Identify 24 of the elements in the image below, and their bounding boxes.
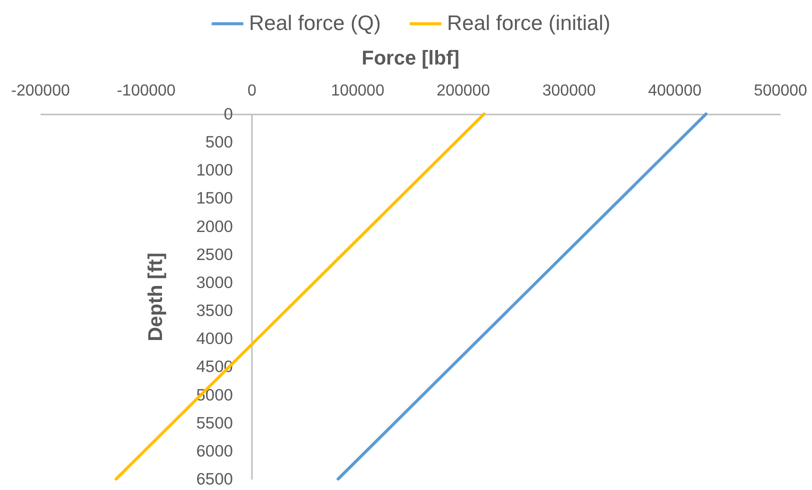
y-tick-label: 2000 [196,218,233,236]
y-tick-label: 3000 [196,274,233,292]
x-tick-label: -200000 [11,82,70,100]
y-tick-label: 1000 [196,162,233,180]
y-tick-label: 500 [205,134,233,152]
legend-label: Real force (Q) [249,12,381,35]
x-tick-label: 500000 [754,82,808,100]
y-tick-label: 6500 [196,470,233,488]
y-tick-label: 0 [224,106,233,124]
x-tick-label: 100000 [330,82,384,100]
x-tick-label: -100000 [116,82,176,100]
y-tick-label: 6000 [196,442,233,460]
x-tick-label: 300000 [542,82,596,100]
y-axis-title: Depth [ft] [145,252,168,342]
x-tick-label: 0 [247,82,256,100]
y-tick-label: 2500 [196,246,233,264]
legend-label: Real force (initial) [447,12,610,35]
y-tick-label: 1500 [196,190,233,208]
y-tick-label: 4000 [196,330,233,348]
x-tick-label: 200000 [436,82,490,100]
y-tick-label: 3500 [196,302,233,320]
x-axis-title: Force [lbf] [362,48,460,70]
y-tick-label: 5500 [196,414,233,432]
x-tick-label: 400000 [648,82,702,100]
